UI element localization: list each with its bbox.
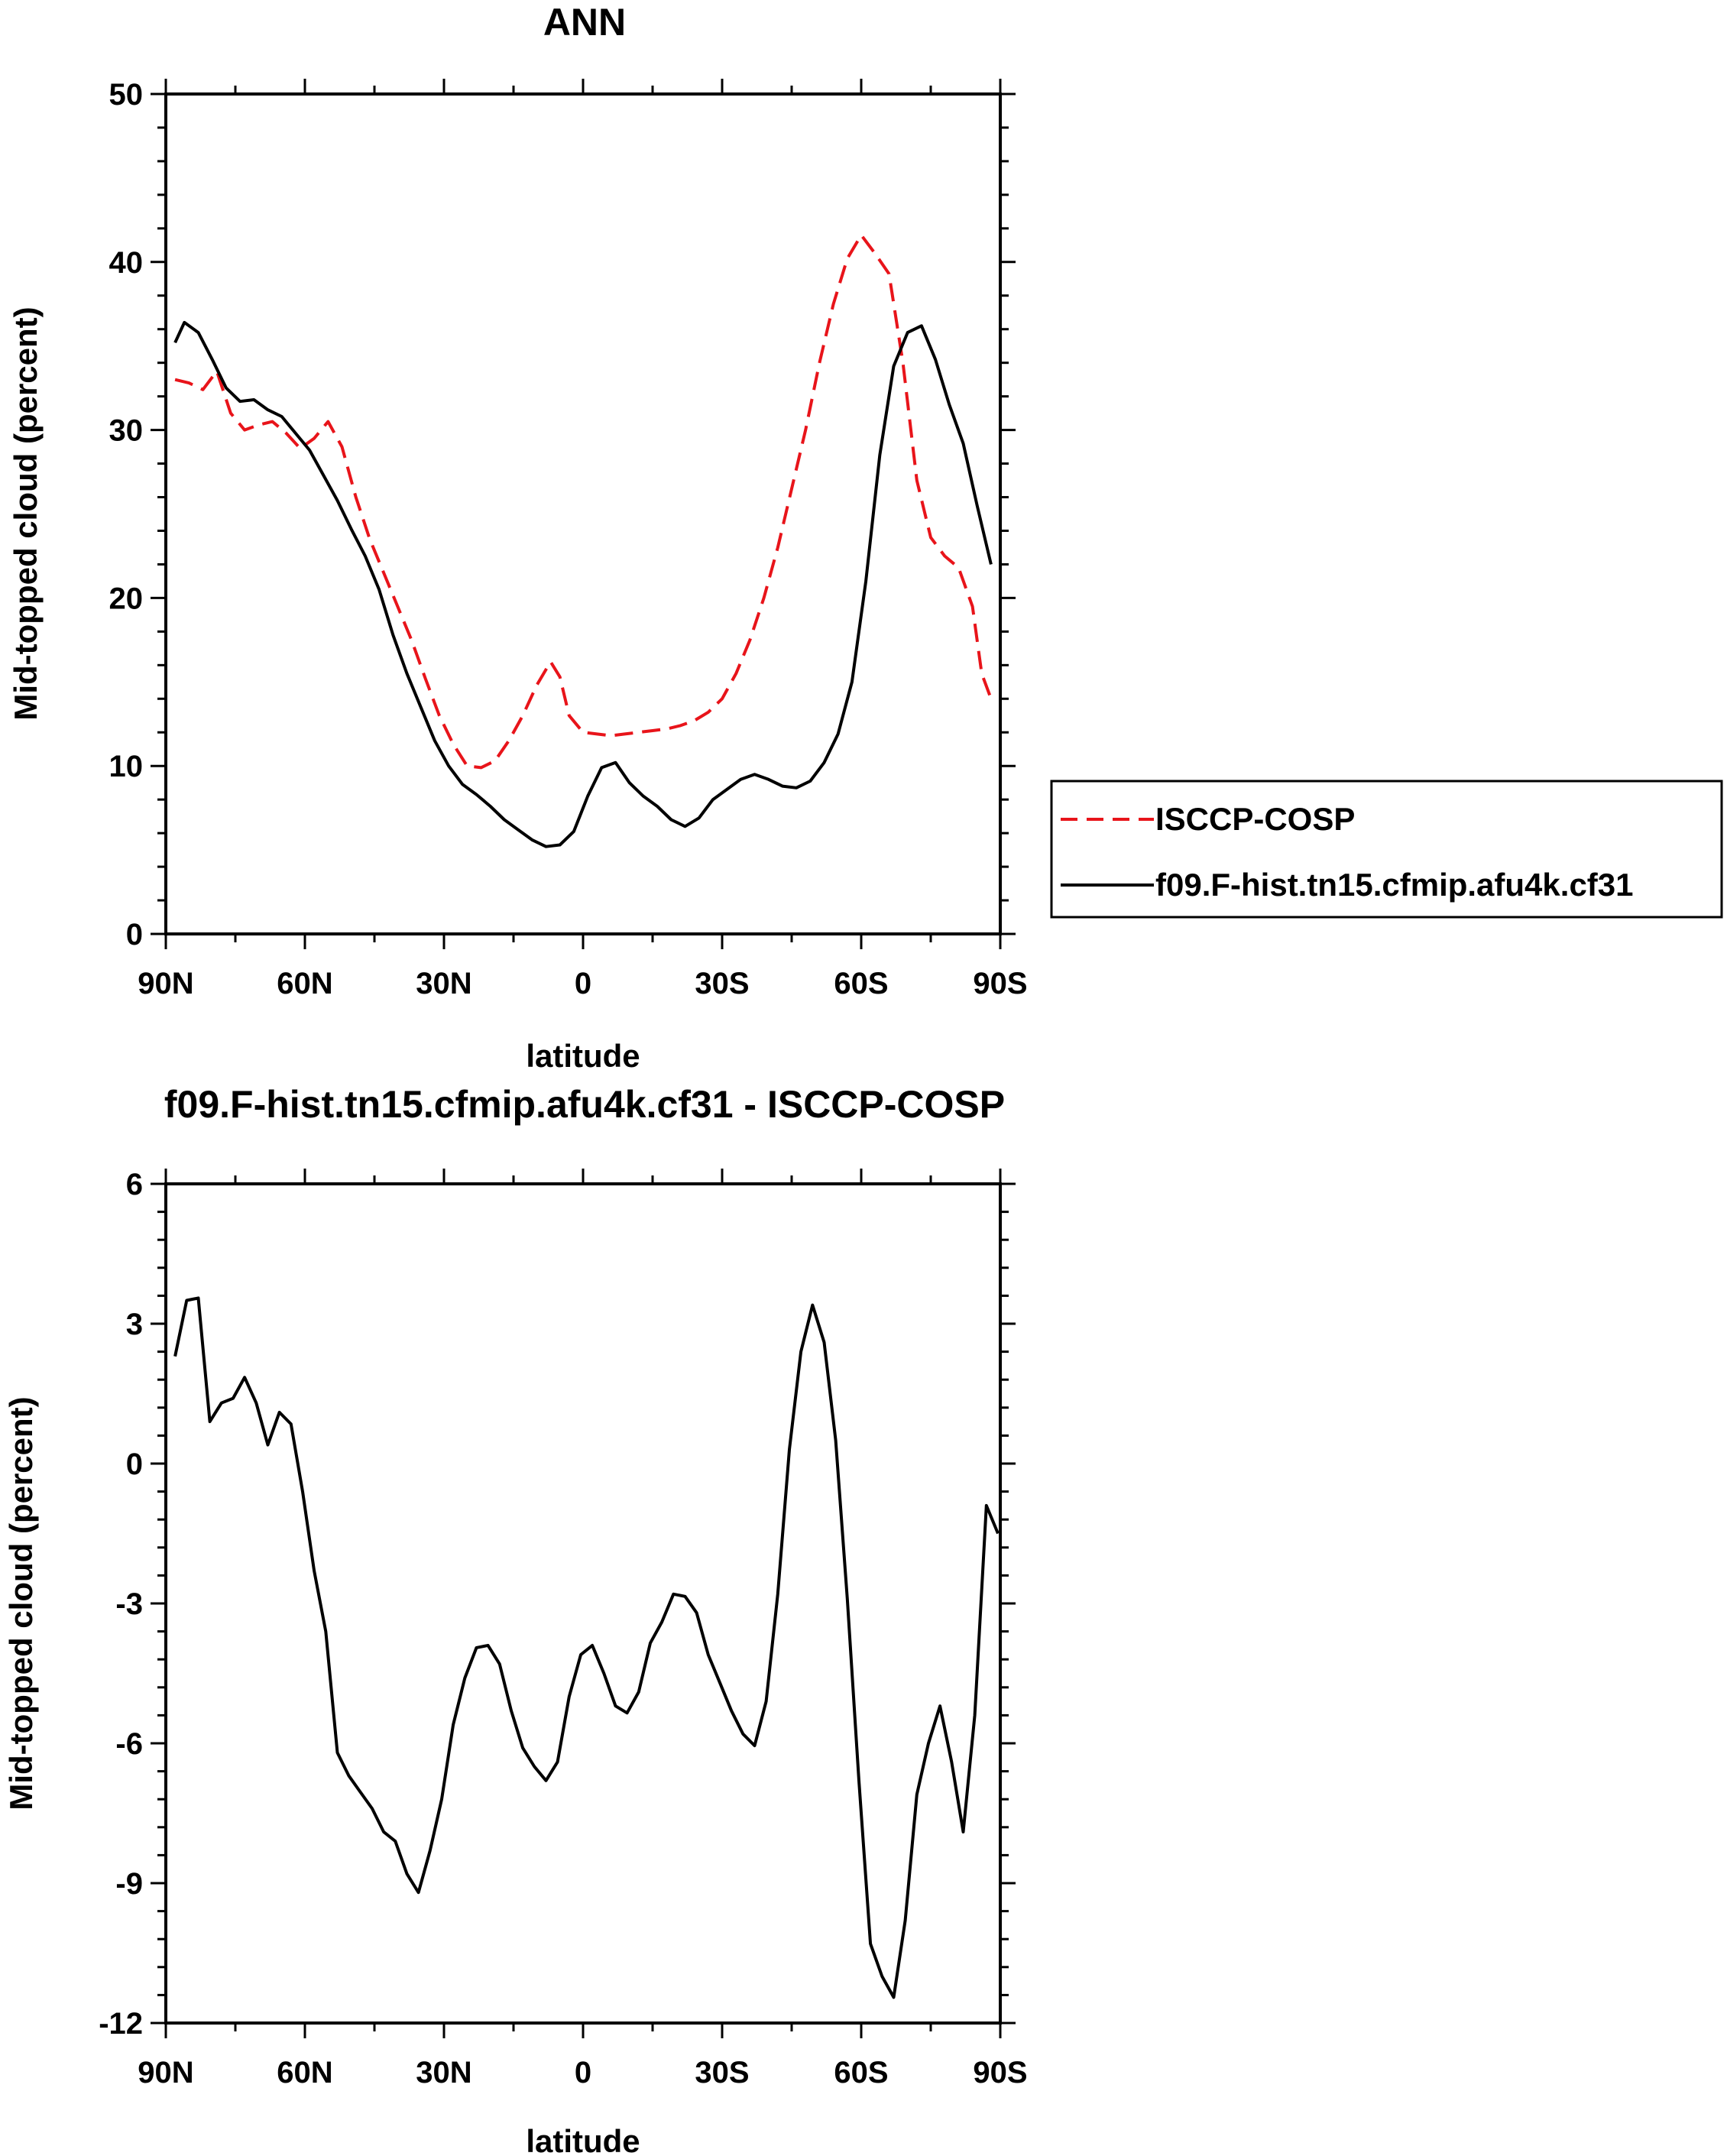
- x-tick-label: 90S: [973, 967, 1027, 1000]
- x-tick-label: 30N: [416, 2056, 471, 2090]
- x-tick-label: 60S: [834, 967, 888, 1000]
- x-tick-label: 60S: [834, 2056, 888, 2090]
- legend-box: [1050, 780, 1723, 919]
- top-chart: ANN 90N 60N 30N 0 30S 60S 90S 0 10 20 30 40 50 latit…: [8, 1, 1723, 1074]
- bottom-plot-frame: [164, 1182, 1002, 2025]
- y-tick-label: 3: [126, 1308, 143, 1341]
- y-tick-label: 0: [126, 918, 143, 952]
- series-line-model: [173, 1296, 1000, 1999]
- y-tick-label: 50: [109, 78, 144, 112]
- top-chart-title: ANN: [543, 1, 626, 44]
- legend-label-isccp: ISCCP-COSP: [1155, 801, 1355, 837]
- y-tick-label: 30: [109, 414, 144, 448]
- x-tick-label: 90N: [138, 2056, 193, 2090]
- y-tick-label: 40: [109, 246, 144, 280]
- series-line-model: [173, 320, 993, 848]
- bottom-chart: f09.F-hist.tn15.cfmip.afu4k.cf31 - ISCCP…: [3, 1083, 1028, 2156]
- x-tick-label: 30S: [695, 2056, 749, 2090]
- x-tick-label: 90N: [138, 967, 193, 1000]
- y-tick-label: -3: [115, 1587, 143, 1621]
- legend-label-model: f09.F-hist.tn15.cfmip.afu4k.cf31: [1155, 867, 1634, 903]
- y-tick-label: -6: [115, 1727, 143, 1761]
- y-tick-label: 0: [126, 1448, 143, 1481]
- series-line-isccp: [174, 233, 993, 770]
- x-tick-label: 30N: [416, 967, 471, 1000]
- x-tick-label: 60N: [277, 2056, 332, 2090]
- y-tick-label: -9: [115, 1867, 143, 1901]
- bottom-y-axis-label: Mid-topped cloud (percent): [3, 1396, 39, 1810]
- y-tick-label: 6: [126, 1168, 143, 1201]
- y-tick-label: 10: [109, 750, 144, 783]
- top-x-axis-label: latitude: [526, 1038, 640, 1074]
- x-tick-label: 90S: [973, 2056, 1027, 2090]
- x-tick-label: 0: [575, 967, 591, 1000]
- y-tick-label: 20: [109, 582, 144, 615]
- x-tick-label: 60N: [277, 967, 332, 1000]
- top-y-axis-label: Mid-topped cloud (percent): [8, 306, 44, 720]
- legend: ISCCP-COSP f09.F-hist.tn15.cfmip.afu4k.c…: [1050, 780, 1723, 919]
- bottom-chart-title: f09.F-hist.tn15.cfmip.afu4k.cf31 - ISCCP…: [164, 1083, 1005, 1126]
- y-tick-label: -12: [99, 2007, 143, 2041]
- bottom-x-axis-label: latitude: [526, 2123, 640, 2156]
- x-tick-label: 0: [575, 2056, 591, 2090]
- x-tick-label: 30S: [695, 967, 749, 1000]
